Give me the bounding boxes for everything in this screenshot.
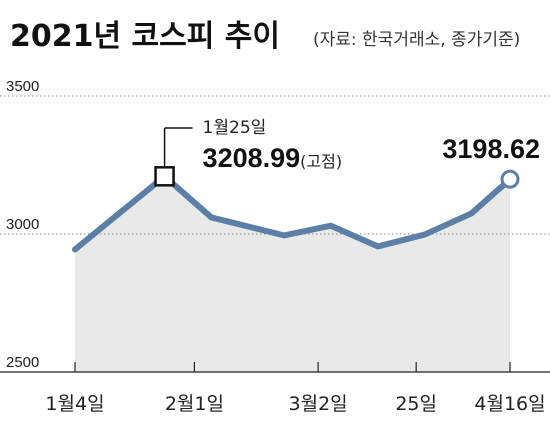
peak-value: 3208.99 xyxy=(203,143,301,173)
peak-value-text: 3208.99(고점) xyxy=(203,143,343,173)
peak-date-label: 1월25일 xyxy=(203,118,267,138)
y-axis-ticks: 3500 3000 2500 xyxy=(6,78,39,371)
x-tick-label: 4월16일 xyxy=(474,393,545,415)
y-tick-label-3500: 3500 xyxy=(6,78,39,95)
x-tick-label: 1월4일 xyxy=(45,393,104,415)
x-tick-label: 2월1일 xyxy=(165,393,224,415)
last-circle-marker xyxy=(500,169,520,189)
last-annotation: 3198.62 xyxy=(442,134,540,189)
peak-square-marker xyxy=(154,166,175,187)
x-tick-label: 3월2일 xyxy=(289,393,348,415)
y-tick-label-2500: 2500 xyxy=(6,354,39,371)
series-line xyxy=(72,173,513,253)
area-fill xyxy=(75,176,510,372)
y-tick-label-3000: 3000 xyxy=(6,216,39,233)
peak-annotation: 1월25일 3208.99(고점) xyxy=(154,118,343,187)
x-tick-label: 25일 xyxy=(395,393,437,415)
x-axis-ticks: 1월4일 2월1일 3월2일 25일 4월16일 xyxy=(45,362,546,415)
chart-title: 2021년 코스피 추이 xyxy=(10,19,280,54)
chart-source: (자료: 한국거래소, 종가기준) xyxy=(313,30,520,50)
peak-suffix: (고점) xyxy=(300,152,342,171)
last-value: 3198.62 xyxy=(442,134,540,164)
